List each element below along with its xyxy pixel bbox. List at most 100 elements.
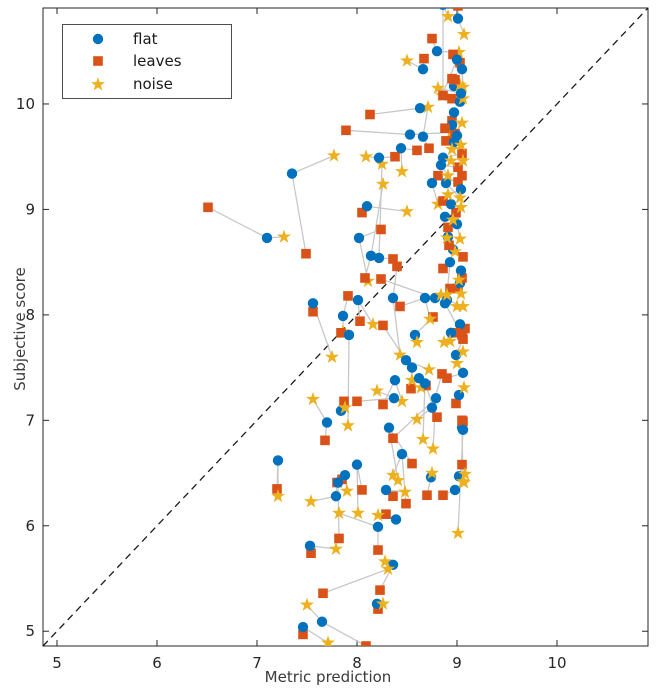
noise-point	[380, 561, 396, 575]
flat-point	[353, 232, 365, 244]
leaves-point	[438, 490, 448, 500]
leaves-point	[424, 143, 434, 154]
noise-point	[420, 99, 436, 114]
flat-point	[455, 88, 467, 99]
legend-item-noise[interactable]: noise	[63, 73, 231, 94]
flat-point	[445, 327, 457, 338]
noise-point	[331, 505, 347, 520]
link-line	[338, 512, 379, 528]
noise-point	[430, 80, 446, 95]
flat-point	[371, 598, 383, 610]
flat-point	[261, 232, 273, 244]
leaves-point	[381, 509, 391, 519]
leaves-point	[427, 33, 437, 44]
noise-point	[324, 349, 340, 364]
flat-point	[272, 455, 284, 466]
leaves-point	[457, 170, 467, 181]
leaves-point	[445, 283, 455, 294]
leaves-point	[438, 263, 448, 274]
noise-point	[369, 383, 385, 397]
leaves-point	[339, 396, 349, 407]
leaves-point	[392, 261, 402, 272]
leaves-point	[390, 151, 400, 162]
flat-point	[451, 54, 463, 65]
y-tick-label: 6	[25, 517, 35, 535]
leaves-point	[458, 416, 468, 427]
x-tick-label: 10	[547, 654, 566, 672]
link-line	[321, 621, 367, 646]
noise-point	[404, 372, 420, 387]
legend-item-flat[interactable]: flat	[63, 29, 231, 50]
y-tick-label: 7	[25, 411, 35, 429]
link-line	[392, 266, 398, 299]
link-line	[356, 397, 395, 402]
noise-point	[436, 334, 452, 349]
link-line	[291, 173, 307, 254]
noise-point	[440, 168, 456, 182]
flat-point	[452, 13, 464, 24]
leaves-point	[450, 74, 460, 85]
y-tick-label: 10	[16, 95, 35, 113]
noise-point	[452, 231, 468, 245]
leaves-point	[376, 224, 386, 235]
x-tick-label: 9	[452, 654, 462, 672]
axes-box	[42, 7, 649, 647]
noise-point	[447, 244, 463, 258]
noise-point	[374, 156, 390, 171]
noise-point	[455, 299, 471, 313]
noise-point	[350, 505, 366, 520]
leaves-point	[378, 399, 388, 410]
flat-point	[389, 375, 401, 386]
noise-point	[452, 190, 468, 204]
flat-point	[395, 143, 407, 154]
flat-point	[304, 540, 316, 552]
flat-point	[404, 129, 416, 140]
leaves-point	[412, 145, 422, 156]
y-axis-label: Subjective score	[11, 267, 29, 391]
flat-point	[426, 177, 438, 189]
flat-point	[361, 201, 373, 212]
noise-point	[449, 299, 465, 313]
noise-point	[439, 287, 455, 301]
leaves-point	[355, 316, 365, 326]
noise-point	[451, 272, 467, 287]
flat-point	[455, 184, 467, 195]
noise-point	[449, 355, 465, 370]
flat-point	[286, 168, 298, 179]
flat-point	[457, 424, 469, 436]
noise-point	[399, 204, 415, 218]
noise-point	[375, 176, 391, 191]
leaves-point	[341, 125, 351, 136]
leaves-point	[442, 373, 452, 383]
noise-point	[397, 484, 413, 499]
flat-point	[373, 152, 385, 163]
flat-point	[406, 362, 418, 373]
link-line	[291, 155, 335, 175]
noise-point	[370, 507, 386, 522]
leaves-point	[453, 162, 463, 173]
leaves-point	[318, 588, 328, 599]
noise-point	[339, 483, 355, 497]
noise-point	[409, 334, 425, 349]
flat-point	[339, 469, 351, 481]
x-tick-label: 6	[152, 654, 162, 672]
flat-point	[456, 63, 468, 75]
legend-label: leaves	[133, 52, 182, 71]
leaves-point	[447, 93, 457, 104]
leaves-point	[448, 49, 458, 60]
flat-point	[390, 514, 402, 525]
noise-point	[424, 465, 440, 480]
noise-point	[358, 149, 374, 163]
leaves-point	[301, 248, 311, 259]
legend-item-leaves[interactable]: leaves	[63, 51, 231, 72]
noise-point	[421, 362, 437, 376]
leaves-point	[457, 148, 467, 159]
flat-point	[337, 310, 349, 322]
link-line	[366, 205, 408, 213]
square-icon	[63, 52, 133, 70]
noise-point	[399, 53, 415, 67]
leaves-point	[343, 291, 353, 301]
leaves-point	[458, 252, 468, 262]
leaves-point	[444, 240, 454, 251]
